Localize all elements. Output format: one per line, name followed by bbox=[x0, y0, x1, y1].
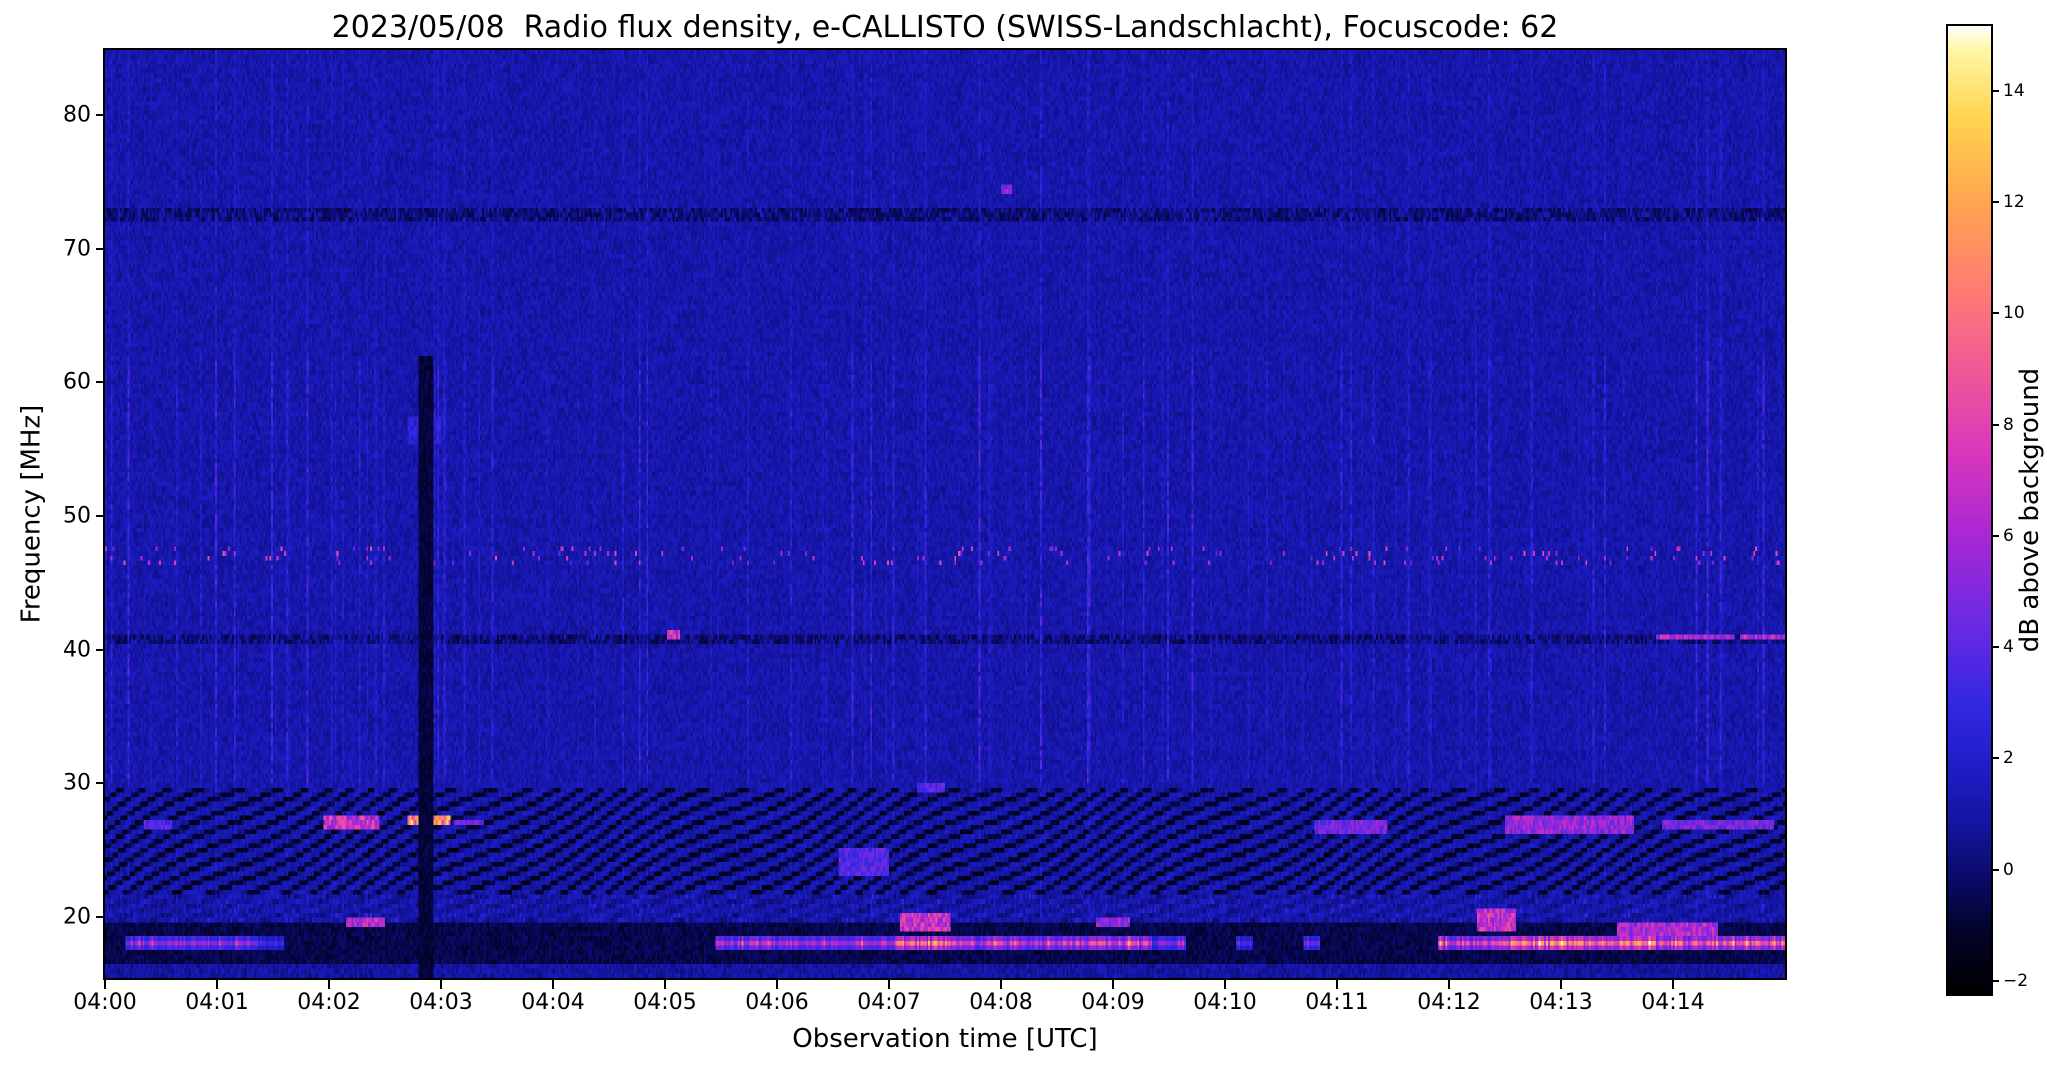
x-tick-label: 04:11 bbox=[1305, 990, 1369, 1015]
x-tick-label: 04:04 bbox=[521, 990, 585, 1015]
y-tick-mark bbox=[96, 114, 105, 117]
x-tick-mark bbox=[216, 980, 218, 989]
colorbar-tick-mark bbox=[1991, 646, 1999, 649]
colorbar-tick-label: 0 bbox=[2003, 859, 2014, 880]
colorbar-tick-mark bbox=[1991, 757, 1999, 760]
y-tick-mark bbox=[96, 381, 105, 384]
colorbar-tick-label: 2 bbox=[2003, 748, 2014, 769]
y-tick-label: 80 bbox=[63, 102, 91, 128]
y-tick-label: 20 bbox=[63, 904, 91, 930]
colorbar-tick-mark bbox=[1991, 979, 1999, 982]
x-tick-mark bbox=[1224, 980, 1226, 989]
spectrogram-frame bbox=[103, 48, 1787, 980]
x-tick-label: 04:12 bbox=[1417, 990, 1481, 1015]
x-tick-label: 04:02 bbox=[297, 990, 361, 1015]
colorbar-frame bbox=[1946, 24, 1993, 996]
colorbar-tick-mark bbox=[1991, 423, 1999, 426]
y-tick-mark bbox=[96, 515, 105, 517]
x-tick-label: 04:13 bbox=[1529, 990, 1593, 1015]
x-tick-mark bbox=[328, 980, 330, 989]
x-tick-mark bbox=[776, 980, 778, 989]
x-tick-mark bbox=[664, 980, 666, 989]
colorbar-tick-mark bbox=[1991, 312, 1999, 315]
y-tick-label: 50 bbox=[63, 503, 91, 529]
x-tick-mark bbox=[552, 980, 554, 989]
y-tick-label: 70 bbox=[63, 236, 91, 262]
colorbar-tick-label: 14 bbox=[2003, 80, 2025, 101]
colorbar-tick-label: 4 bbox=[2003, 637, 2014, 658]
colorbar-label-box: dB above background bbox=[2014, 26, 2046, 994]
y-tick-label: 30 bbox=[63, 770, 91, 796]
y-axis-label: Frequency [MHz] bbox=[16, 404, 46, 624]
x-tick-label: 04:06 bbox=[745, 990, 809, 1015]
colorbar-gradient bbox=[1948, 26, 1991, 994]
colorbar-tick-mark bbox=[1991, 534, 1999, 537]
chart-title: 2023/05/08 Radio flux density, e-CALLIST… bbox=[331, 10, 1559, 45]
x-tick-label: 04:08 bbox=[969, 990, 1033, 1015]
colorbar-tick-label: 8 bbox=[2003, 414, 2014, 435]
x-tick-mark bbox=[1000, 980, 1002, 989]
x-tick-label: 04:07 bbox=[857, 990, 921, 1015]
colorbar-label: dB above background bbox=[2015, 367, 2045, 653]
x-tick-mark bbox=[104, 980, 106, 989]
y-tick-mark bbox=[96, 782, 105, 785]
y-axis-label-box: Frequency [MHz] bbox=[8, 50, 54, 978]
x-tick-mark bbox=[1448, 980, 1450, 989]
y-tick-label: 60 bbox=[63, 369, 91, 395]
y-tick-mark bbox=[96, 247, 105, 250]
spectrogram-canvas bbox=[105, 50, 1785, 978]
x-tick-mark bbox=[1560, 980, 1562, 989]
x-tick-label: 04:00 bbox=[73, 990, 137, 1015]
x-tick-label: 04:01 bbox=[185, 990, 249, 1015]
colorbar-tick-label: 10 bbox=[2003, 303, 2025, 324]
x-tick-mark bbox=[888, 980, 890, 989]
x-tick-label: 04:05 bbox=[633, 990, 697, 1015]
x-tick-mark bbox=[440, 980, 442, 989]
x-tick-mark bbox=[1336, 980, 1338, 989]
colorbar-tick-mark bbox=[1991, 868, 1999, 871]
y-tick-label: 40 bbox=[63, 637, 91, 663]
y-tick-mark bbox=[96, 648, 105, 651]
x-tick-label: 04:14 bbox=[1641, 990, 1705, 1015]
y-tick-mark bbox=[96, 915, 105, 918]
x-axis-label: Observation time [UTC] bbox=[792, 1024, 1098, 1054]
x-tick-label: 04:03 bbox=[409, 990, 473, 1015]
colorbar-tick-label: −2 bbox=[2003, 970, 2029, 991]
colorbar-tick-label: 12 bbox=[2003, 192, 2025, 213]
x-tick-label: 04:10 bbox=[1193, 990, 1257, 1015]
x-tick-label: 04:09 bbox=[1081, 990, 1145, 1015]
colorbar-tick-mark bbox=[1991, 89, 1999, 92]
colorbar-tick-label: 6 bbox=[2003, 525, 2014, 546]
x-tick-mark bbox=[1112, 980, 1114, 989]
colorbar-tick-mark bbox=[1991, 201, 1999, 204]
x-tick-mark bbox=[1672, 980, 1674, 989]
